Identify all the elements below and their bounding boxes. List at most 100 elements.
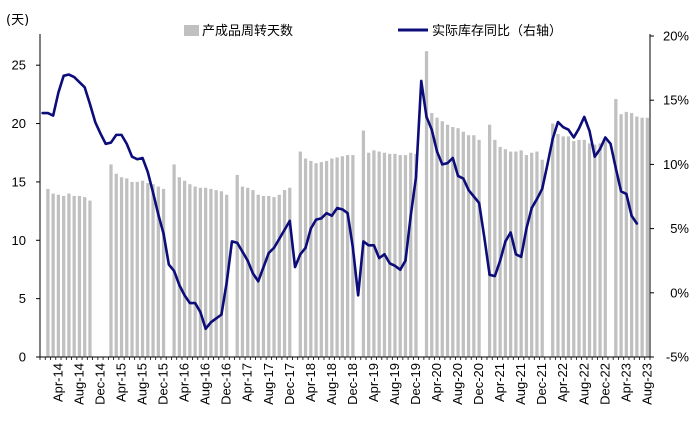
bar [645, 117, 649, 358]
bar [435, 117, 439, 358]
x-tick-label: Dec-14 [92, 363, 107, 405]
bar [635, 116, 639, 357]
bar [509, 151, 513, 357]
bar [235, 174, 239, 357]
bar [204, 187, 208, 357]
bar [372, 150, 376, 357]
legend-label-line: 实际库存同比（右轴） [432, 23, 562, 39]
bar [445, 124, 450, 358]
bar [209, 188, 213, 357]
bar [214, 190, 218, 357]
x-tick-label: Aug-16 [198, 363, 213, 405]
x-tick-label: Dec-15 [156, 363, 171, 405]
bar [219, 191, 224, 357]
bar [246, 187, 250, 357]
left-axis-unit: (天) [6, 13, 29, 28]
bar [566, 136, 571, 357]
right-tick-label: 10% [663, 157, 689, 172]
bar [119, 177, 124, 357]
bar [572, 141, 576, 357]
bar [619, 114, 623, 358]
left-tick-label: 5 [19, 291, 26, 306]
bar [414, 153, 418, 357]
bar [624, 111, 628, 358]
bar [614, 99, 618, 357]
bar [172, 164, 176, 357]
legend: 产成品周转天数 实际库存同比（右轴） [184, 23, 562, 39]
bar [314, 163, 318, 357]
left-tick-label: 15 [12, 174, 26, 189]
bar [83, 197, 87, 357]
bar [577, 139, 581, 357]
x-tick-label: Aug-15 [135, 363, 150, 405]
bar [151, 184, 155, 357]
x-tick-label: Aug-18 [324, 363, 339, 405]
bar [466, 135, 471, 357]
bar [146, 183, 150, 357]
x-tick-label: Aug-19 [387, 363, 402, 405]
bar [319, 162, 323, 357]
left-tick-label: 20 [12, 116, 26, 131]
bar [335, 157, 339, 357]
bar [487, 124, 492, 358]
x-tick-label: Aug-17 [261, 363, 276, 405]
right-tick-label: -5% [666, 350, 690, 365]
x-tick-label: Dec-16 [219, 363, 234, 405]
bar [556, 134, 560, 357]
bar [503, 149, 508, 357]
bar [303, 158, 308, 357]
bar [456, 128, 460, 357]
bar [367, 152, 371, 357]
x-tick-label: Dec-20 [471, 363, 486, 405]
x-tick-label: Apr-19 [366, 363, 381, 402]
bar [398, 155, 402, 357]
x-tick-label: Apr-23 [618, 363, 633, 402]
bar [177, 177, 181, 357]
bar [440, 121, 444, 358]
bar [109, 164, 113, 357]
bar [540, 159, 544, 357]
bar [135, 181, 139, 357]
legend-swatch-bar [184, 25, 199, 36]
bar [629, 113, 634, 357]
x-tick-label: Apr-18 [303, 363, 318, 402]
bar [125, 178, 129, 357]
right-tick-label: 20% [663, 29, 689, 44]
bar [140, 180, 145, 357]
left-y-axis: 0 5 10 15 20 25 [12, 58, 40, 365]
bar [551, 123, 555, 357]
bar [156, 186, 160, 357]
bar [587, 143, 592, 357]
bar [193, 186, 197, 357]
x-tick-label: Dec-18 [345, 363, 360, 405]
x-axis: Apr-14 Aug-14 Dec-14 Apr-15 Aug-15 Dec-15 Apr-… [39, 357, 654, 405]
bar [640, 117, 644, 358]
bar [240, 186, 245, 357]
bar [114, 173, 118, 357]
bar [330, 158, 334, 357]
x-tick-label: Apr-16 [177, 363, 192, 402]
x-tick-label: Aug-21 [513, 363, 528, 405]
bar [393, 153, 397, 357]
bar [477, 139, 481, 357]
bar [424, 51, 429, 358]
right-tick-label: 0% [670, 285, 689, 300]
bar [409, 152, 413, 357]
bar [472, 135, 476, 357]
x-tick-label: Apr-20 [429, 363, 444, 402]
left-tick-label: 25 [12, 58, 26, 73]
x-tick-label: Apr-15 [114, 363, 129, 402]
bar [272, 197, 276, 357]
bar [498, 146, 502, 357]
bar [377, 151, 381, 357]
bar [46, 188, 50, 357]
bar [493, 139, 497, 357]
left-tick-label: 0 [19, 350, 26, 365]
bar [324, 160, 329, 357]
bar [88, 200, 92, 357]
series-line [41, 73, 639, 331]
bar [524, 155, 529, 357]
bar [582, 139, 586, 357]
x-tick-label: Apr-21 [492, 363, 507, 402]
